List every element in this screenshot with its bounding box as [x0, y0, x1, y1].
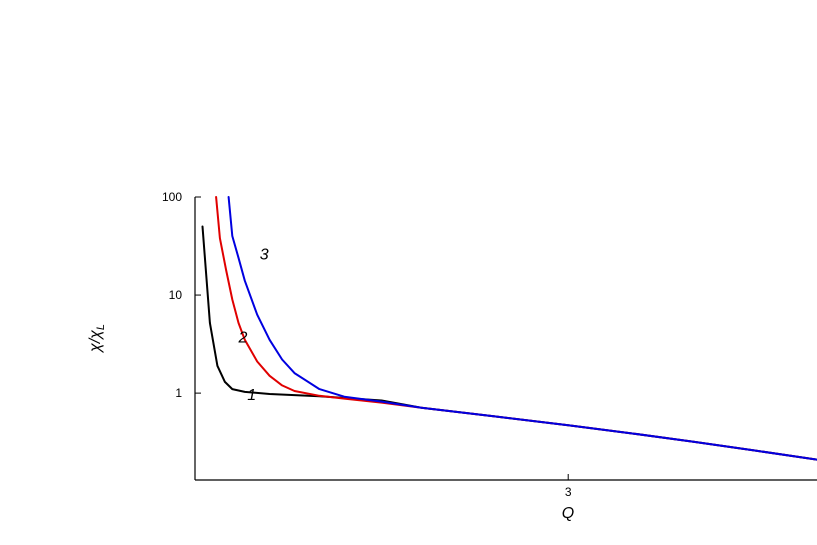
y-axis-label-subscript: L — [95, 324, 107, 330]
ticks: 1 10 100 3 — [162, 190, 572, 499]
curve-label-2: 2 — [238, 329, 248, 346]
series-group — [201, 196, 817, 461]
y-tick-label: 1 — [175, 386, 182, 400]
curve-label-3: 3 — [260, 247, 269, 264]
x-axis-label: Q — [562, 505, 574, 522]
series-line-1 — [201, 225, 817, 461]
axes — [194, 197, 817, 481]
y-axis-label: χ/χL — [87, 324, 107, 354]
annotations: 1 2 3 — [238, 247, 269, 404]
y-axis-label-main: χ/χ — [87, 330, 104, 354]
series-line-3 — [227, 196, 817, 461]
y-tick-label: 100 — [162, 190, 182, 204]
series-line-2 — [215, 196, 817, 461]
y-tick-label: 10 — [169, 288, 183, 302]
x-tick-label: 3 — [565, 485, 572, 499]
curve-label-1: 1 — [247, 387, 256, 404]
